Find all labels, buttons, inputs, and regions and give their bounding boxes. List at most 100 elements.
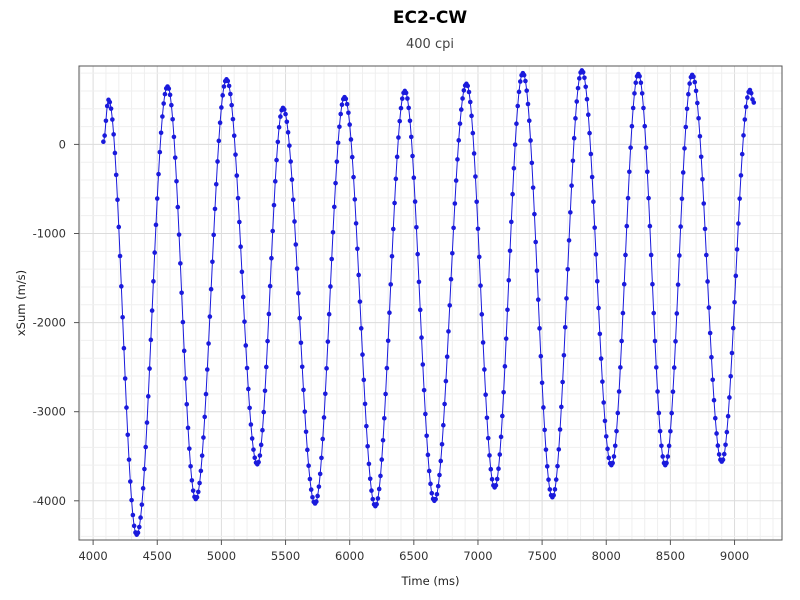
data-point [357,299,363,304]
data-point [417,307,423,313]
data-point [171,134,177,140]
data-point [625,195,631,201]
data-point [447,303,453,308]
data-point [628,145,633,150]
data-point [104,103,110,109]
data-point [603,434,609,439]
data-point [683,124,689,130]
data-point [641,105,646,111]
data-point [265,338,270,344]
data-point [206,341,211,346]
data-point [716,452,722,457]
data-point [392,200,397,206]
data-point [553,477,559,482]
data-point [675,282,681,287]
data-point [420,362,426,367]
y-tick-label: -1000 [33,227,66,241]
data-point [500,413,505,419]
data-point [337,124,342,130]
data-point [111,132,116,137]
data-point [435,483,441,489]
data-point [460,96,465,101]
data-point [673,339,678,344]
data-point [559,404,564,410]
data-point [412,199,418,204]
data-point [138,515,143,520]
data-point [157,149,163,155]
data-point [285,130,291,135]
data-point [260,427,265,433]
data-point [131,523,137,529]
data-point [657,428,663,434]
data-point [736,221,741,226]
data-point [737,196,742,201]
data-point [305,447,310,453]
data-point [269,255,274,261]
data-point [629,123,635,129]
data-point [248,422,254,427]
data-point [202,414,208,420]
data-point [140,486,146,491]
data-point [507,248,513,254]
data-point [687,81,692,86]
series-layer [101,68,757,537]
data-point [434,491,440,497]
data-point [684,106,690,112]
data-point [174,178,179,184]
data-point [583,84,589,90]
data-point [734,247,740,252]
data-point [355,246,360,252]
data-point [256,459,261,465]
data-point [621,281,627,287]
data-point [323,391,328,397]
data-point [207,314,213,319]
data-point [185,425,191,431]
data-point [225,78,231,84]
data-point [725,413,731,419]
data-point [650,281,655,287]
y-tick-label: 0 [59,137,66,151]
data-point [407,118,413,124]
data-point [564,296,569,301]
data-point [374,501,379,507]
data-point [569,183,574,188]
data-point [546,477,551,482]
y-axis: 0 -1000 -2000 -3000 -4000 [33,137,79,508]
data-point [102,133,107,138]
data-point [346,110,351,116]
data-point [479,312,485,317]
data-point [387,310,392,316]
data-point [216,138,222,144]
data-point [534,268,540,274]
x-tick-label: 9000 [720,549,749,563]
data-point [448,276,454,282]
data-point [555,463,560,469]
data-point [475,226,481,232]
data-point [509,219,514,225]
x-axis: 4000 4500 5000 5500 6000 6500 7000 7500 8000 8500… [78,540,749,563]
data-point [566,238,572,243]
data-point [605,446,610,452]
data-point [235,195,241,201]
data-point [135,530,141,536]
data-point [598,356,604,361]
data-point [721,451,727,457]
data-point [483,392,488,398]
data-point [547,487,553,492]
data-point [533,239,538,245]
data-point [384,365,390,371]
data-point [711,397,717,403]
data-point [320,436,326,442]
x-tick-label: 7500 [527,549,556,563]
data-point [601,400,606,405]
data-point [557,427,563,432]
data-point [733,273,739,279]
data-point [187,446,192,451]
data-point [370,496,376,502]
data-point [575,85,581,91]
data-point [594,278,600,284]
data-point [120,314,125,320]
data-point [203,391,209,397]
data-point [642,123,648,129]
data-point [326,311,332,317]
